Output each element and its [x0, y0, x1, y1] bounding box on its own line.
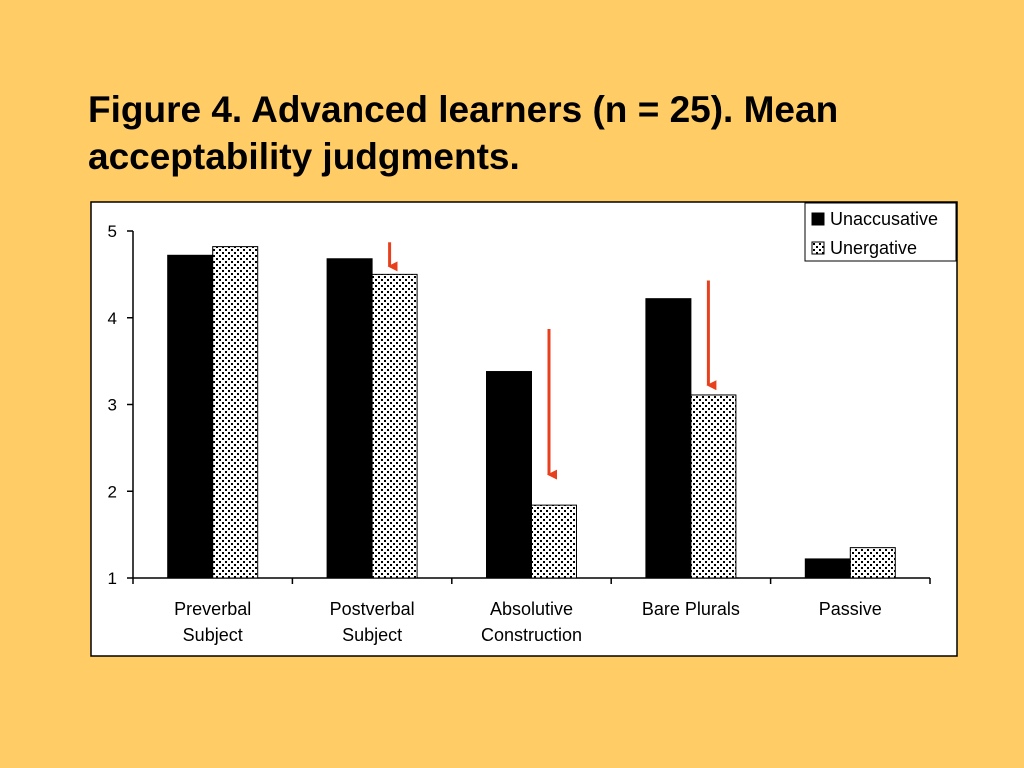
title-line-1: Figure 4. Advanced learners (n = 25). Me… [88, 89, 839, 130]
bar-unergative [371, 273, 418, 579]
y-tick-label: 5 [108, 222, 117, 241]
y-tick-label: 1 [108, 569, 117, 588]
legend-box [804, 202, 957, 262]
y-tick-label: 2 [108, 482, 117, 501]
x-category-label: Postverbal [330, 599, 415, 619]
bar-unergative [212, 246, 259, 579]
chart-body: 1 2 3 4 5 Preverbal Subject Postverbal Subject Ab… [108, 202, 957, 645]
x-category-label: Passive [819, 599, 882, 619]
bar-unaccusative [486, 371, 532, 579]
x-category-label: Construction [481, 625, 582, 645]
y-tick-label: 4 [108, 309, 117, 328]
bar-unergative [849, 547, 896, 579]
legend-swatch-unergative [811, 241, 825, 255]
bar-unergative [531, 504, 577, 579]
y-tick-label: 3 [108, 396, 117, 415]
bar-unaccusative [167, 254, 214, 579]
x-category-label: Subject [342, 625, 402, 645]
bar-unaccusative [326, 258, 373, 579]
legend-label-unergative: Unergative [830, 238, 917, 258]
x-category-label: Absolutive [490, 599, 573, 619]
x-category-label: Bare Plurals [642, 599, 740, 619]
slide-title: Figure 4. Advanced learners (n = 25). Me… [88, 86, 948, 180]
bar-unergative [690, 394, 737, 579]
bar-unaccusative [645, 298, 692, 579]
bar-unaccusative [804, 558, 851, 579]
legend-label-unaccusative: Unaccusative [830, 209, 938, 229]
title-line-2: acceptability judgments. [88, 136, 520, 177]
legend-swatch-unaccusative [811, 212, 825, 226]
x-category-label: Preverbal [174, 599, 251, 619]
x-category-label: Subject [183, 625, 243, 645]
